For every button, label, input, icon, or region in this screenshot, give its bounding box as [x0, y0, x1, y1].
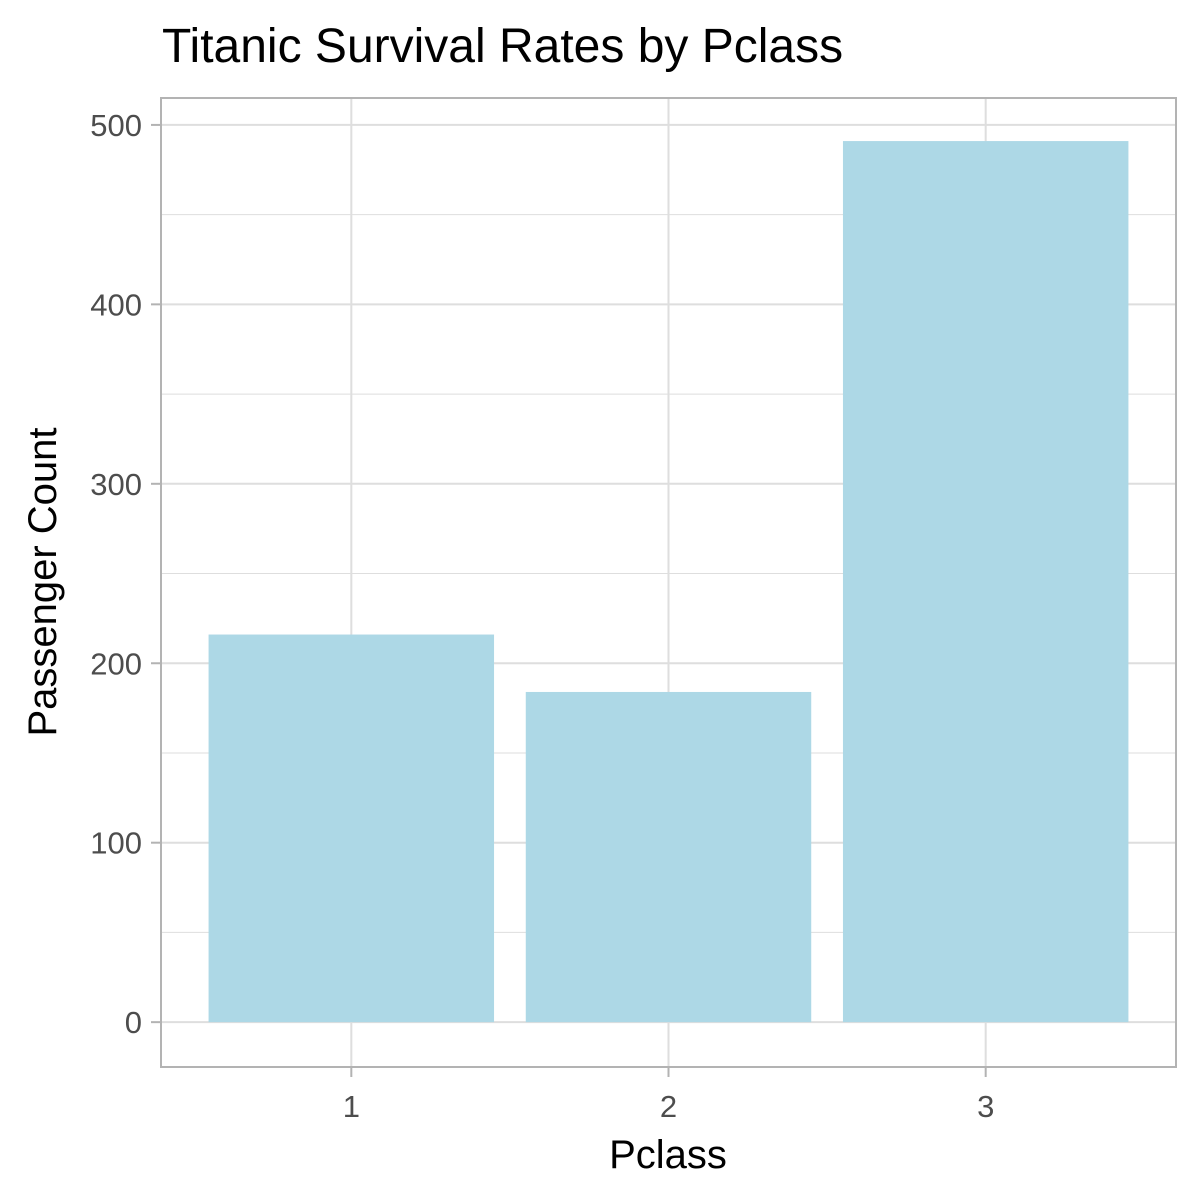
- x-axis-title: Pclass: [609, 1133, 727, 1177]
- y-tick-label: 200: [90, 646, 142, 681]
- x-tick-label: 1: [343, 1089, 360, 1124]
- x-tick-label: 2: [660, 1089, 677, 1124]
- y-axis-title: Passenger Count: [21, 427, 65, 736]
- y-axis: 0 100 200 300 400 500: [90, 108, 161, 1040]
- y-tick-label: 0: [125, 1005, 142, 1040]
- y-tick-label: 300: [90, 467, 142, 502]
- x-tick-label: 3: [977, 1089, 994, 1124]
- y-tick-label: 500: [90, 108, 142, 143]
- bar-pclass-3: [842, 141, 1129, 1023]
- bar-pclass-2: [525, 691, 812, 1023]
- bar-pclass-1: [208, 634, 495, 1023]
- y-tick-label: 400: [90, 287, 142, 322]
- y-tick-label: 100: [90, 826, 142, 861]
- bars: [208, 141, 1129, 1023]
- chart-title: Titanic Survival Rates by Pclass: [162, 20, 843, 73]
- x-axis: 1 2 3: [343, 1067, 994, 1124]
